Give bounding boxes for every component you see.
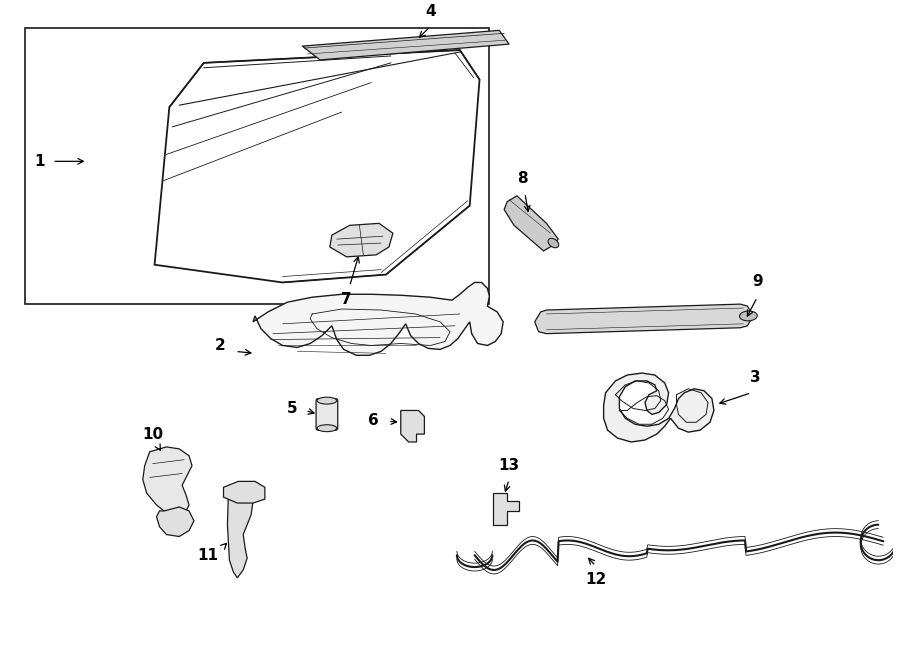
Polygon shape	[223, 481, 265, 503]
Ellipse shape	[317, 425, 337, 432]
Polygon shape	[143, 447, 192, 519]
Text: 8: 8	[518, 171, 528, 186]
Polygon shape	[157, 507, 194, 537]
Text: 4: 4	[425, 3, 436, 19]
Text: 6: 6	[368, 413, 379, 428]
Text: 10: 10	[142, 427, 163, 442]
Polygon shape	[604, 373, 714, 442]
Ellipse shape	[740, 311, 757, 321]
Polygon shape	[535, 304, 753, 334]
Text: 11: 11	[198, 548, 219, 563]
Text: 12: 12	[585, 572, 607, 587]
Polygon shape	[400, 410, 425, 442]
Ellipse shape	[548, 239, 559, 248]
Text: 3: 3	[750, 370, 760, 385]
FancyBboxPatch shape	[316, 399, 338, 430]
Polygon shape	[504, 196, 558, 251]
Polygon shape	[493, 493, 519, 525]
Text: 1: 1	[34, 154, 45, 169]
Text: 2: 2	[215, 338, 226, 353]
Polygon shape	[228, 487, 253, 578]
Bar	[24, 28, 490, 304]
Polygon shape	[253, 282, 503, 356]
Polygon shape	[155, 50, 480, 282]
Text: 13: 13	[499, 459, 519, 473]
Ellipse shape	[317, 397, 337, 404]
Polygon shape	[330, 223, 393, 257]
Text: 7: 7	[341, 292, 352, 307]
Text: 9: 9	[752, 274, 762, 290]
Polygon shape	[302, 30, 509, 60]
Text: 5: 5	[287, 401, 297, 416]
